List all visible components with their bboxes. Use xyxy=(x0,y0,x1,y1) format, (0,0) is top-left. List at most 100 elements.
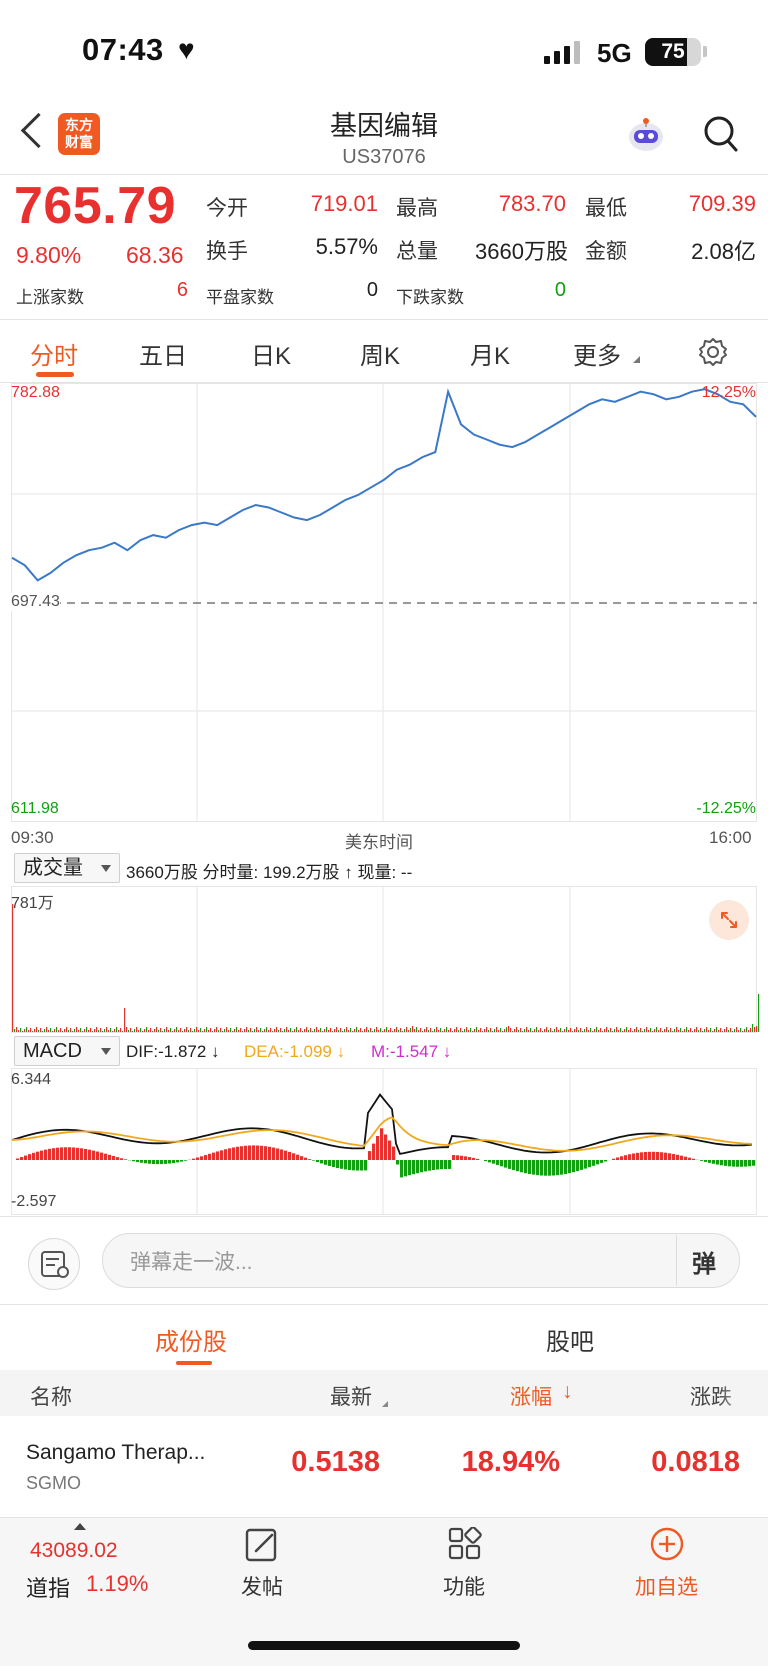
expand-icon[interactable] xyxy=(709,900,749,940)
index-name[interactable]: 道指 xyxy=(26,1571,70,1603)
tab-monthly-k[interactable]: 月K xyxy=(470,336,510,371)
volume-bar xyxy=(492,1031,493,1032)
danmaku-toggle-button[interactable]: 弹 xyxy=(692,1244,716,1279)
volume-bar xyxy=(152,1031,153,1032)
tab-daily-k[interactable]: 日K xyxy=(251,336,291,371)
chart-bottom-divider xyxy=(0,1216,768,1217)
macd-histogram-bar xyxy=(304,1158,307,1160)
function-grid-icon[interactable] xyxy=(448,1527,482,1561)
search-icon[interactable] xyxy=(703,114,739,154)
volume-bar xyxy=(222,1031,223,1032)
tab-more[interactable]: 更多 xyxy=(573,336,621,371)
macd-histogram-bar xyxy=(216,1151,219,1160)
macd-histogram-bar xyxy=(160,1160,163,1164)
macd-histogram-bar xyxy=(560,1160,563,1175)
rise-count-value: 6 xyxy=(150,279,188,302)
volume-bar xyxy=(320,1028,321,1032)
nav-add-watchlist[interactable]: 加自选 xyxy=(635,1571,698,1601)
nav-post[interactable]: 发帖 xyxy=(241,1571,283,1601)
macd-histogram-bar xyxy=(600,1160,603,1163)
macd-histogram-bar xyxy=(536,1160,539,1175)
volume-indicator-dropdown[interactable]: 成交量 xyxy=(14,853,120,883)
add-watchlist-icon[interactable] xyxy=(650,1527,684,1561)
fall-count-value: 0 xyxy=(528,279,566,302)
volume-bar xyxy=(744,1029,745,1032)
heart-icon: ♥ xyxy=(178,34,195,66)
volume-bar xyxy=(594,1029,595,1032)
volume-bar xyxy=(356,1027,357,1032)
volume-bar xyxy=(404,1029,405,1032)
macd-histogram-bar xyxy=(752,1160,755,1166)
volume-bar xyxy=(20,1028,21,1032)
volume-bar xyxy=(660,1028,661,1032)
volume-bar xyxy=(498,1030,499,1032)
volume-bar xyxy=(678,1030,679,1032)
volume-bar xyxy=(322,1031,323,1032)
volume-bar xyxy=(242,1031,243,1032)
volume-bar xyxy=(598,1030,599,1032)
volume-bar xyxy=(630,1028,631,1032)
settings-gear-icon[interactable] xyxy=(697,336,729,368)
volume-bar xyxy=(364,1029,365,1032)
open-value: 719.01 xyxy=(290,191,378,217)
volume-bar xyxy=(308,1030,309,1032)
volume-bar xyxy=(94,1029,95,1032)
volume-chart[interactable] xyxy=(0,886,768,1034)
tab-forum[interactable]: 股吧 xyxy=(546,1322,594,1357)
col-name[interactable]: 名称 xyxy=(30,1381,72,1411)
macd-histogram-bar xyxy=(484,1160,487,1161)
tab-constituents[interactable]: 成份股 xyxy=(155,1322,227,1357)
macd-histogram-bar xyxy=(140,1160,143,1163)
macd-histogram-bar xyxy=(644,1152,647,1160)
col-change-pct[interactable]: 涨幅 xyxy=(510,1381,552,1411)
volume-bar xyxy=(76,1027,77,1032)
macd-chart[interactable] xyxy=(0,1068,768,1216)
volume-bar xyxy=(166,1027,167,1032)
macd-histogram-bar xyxy=(208,1154,211,1160)
volume-bar xyxy=(310,1028,311,1032)
macd-histogram-bar xyxy=(720,1160,723,1165)
volume-info: 3660万股 分时量: 199.2万股 ↑ 现量: -- xyxy=(126,858,412,883)
macd-histogram-bar xyxy=(264,1146,267,1160)
macd-histogram-bar xyxy=(672,1154,675,1160)
macd-histogram-bar xyxy=(604,1160,607,1161)
volume-bar xyxy=(142,1031,143,1032)
macd-histogram-bar xyxy=(444,1160,447,1169)
volume-bar xyxy=(16,1027,17,1032)
post-edit-icon[interactable] xyxy=(244,1527,280,1563)
volume-bar xyxy=(60,1028,61,1032)
macd-histogram-bar xyxy=(380,1128,383,1160)
volume-bar xyxy=(198,1030,199,1032)
volume-max-label: 781万 xyxy=(11,889,54,913)
volume-bar xyxy=(570,1028,571,1032)
macd-histogram-bar xyxy=(56,1148,59,1160)
macd-histogram-bar xyxy=(692,1159,695,1160)
index-value[interactable]: 43089.02 xyxy=(30,1539,118,1563)
volume-bar xyxy=(684,1029,685,1032)
robot-assistant-icon[interactable] xyxy=(625,115,667,155)
macd-histogram-bar xyxy=(72,1147,75,1160)
volume-bar xyxy=(730,1028,731,1032)
prev-close-label: 697.43 xyxy=(11,593,60,611)
volume-indicator-label: 成交量 xyxy=(23,857,83,879)
tab-five-day[interactable]: 五日 xyxy=(139,336,187,371)
danmaku-toggle-label: 弹 xyxy=(692,1251,716,1278)
tab-weekly-k[interactable]: 周K xyxy=(360,336,400,371)
col-latest[interactable]: 最新 xyxy=(330,1381,372,1411)
volume-bar xyxy=(602,1031,603,1032)
macd-indicator-dropdown[interactable]: MACD xyxy=(14,1036,120,1066)
amount-label: 金额 xyxy=(585,235,627,265)
volume-bar xyxy=(672,1031,673,1032)
index-change-pct[interactable]: 1.19% xyxy=(86,1571,148,1597)
volume-bar xyxy=(156,1027,157,1032)
volume-bar xyxy=(306,1027,307,1032)
nav-function[interactable]: 功能 xyxy=(443,1571,485,1601)
intraday-price-chart[interactable] xyxy=(0,383,768,848)
volume-bar xyxy=(360,1028,361,1032)
comment-settings-icon[interactable] xyxy=(28,1238,80,1290)
index-expand-icon[interactable] xyxy=(74,1523,86,1530)
volume-bar xyxy=(78,1030,79,1032)
tab-intraday[interactable]: 分时 xyxy=(30,336,78,371)
macd-histogram-bar xyxy=(476,1159,479,1160)
volume-bar xyxy=(634,1029,635,1032)
